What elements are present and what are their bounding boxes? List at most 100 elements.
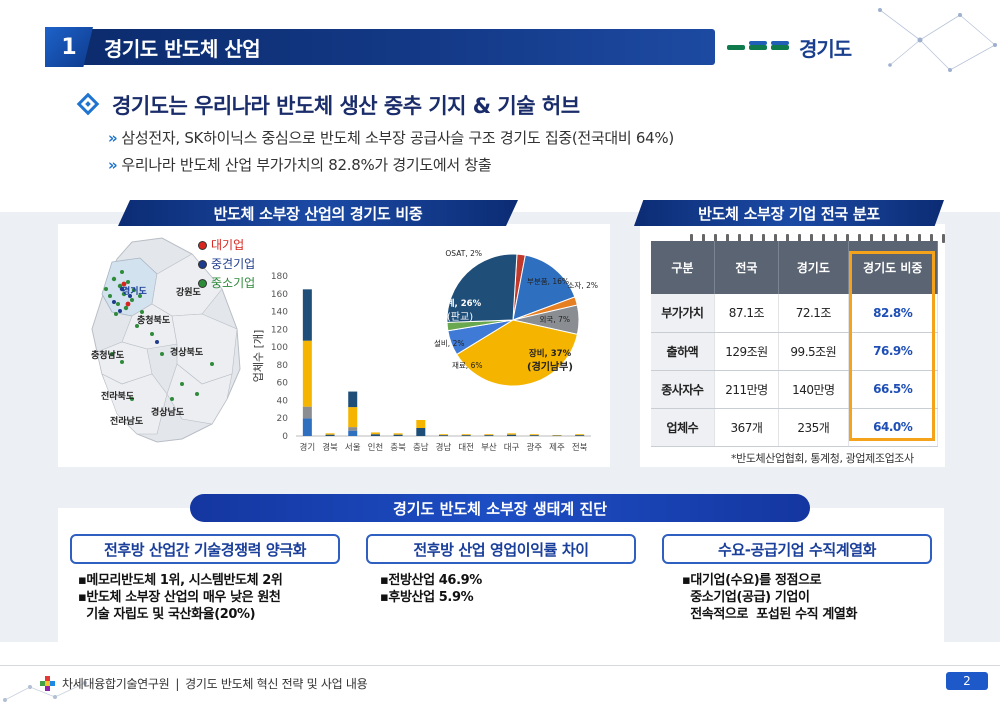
legend-label-small: 중소기업 <box>211 276 256 290</box>
pie-label: 재료, 6% <box>452 361 482 370</box>
card-1-line: 기술 자립도 및 국산화율(20%) <box>78 607 256 622</box>
x-tick-label: 충북 <box>390 443 406 453</box>
x-tick-label: 대전 <box>458 442 474 453</box>
gyeonggi-logo-icon <box>727 37 795 59</box>
col-header: 전국 <box>714 241 780 294</box>
bar <box>484 434 494 436</box>
bar-chart: 0 20 40 60 80 100 120 140 160 180 업체수 [개] 경기 경북 서울 인천 충… <box>252 272 591 453</box>
title-bar <box>45 29 715 65</box>
diagnosis-card-3: 수요-공급기업 수직계열화 ▪대기업(수요)를 정점으로 중소기업(공급) 기업… <box>652 520 942 648</box>
right-panel-title: 반도체 소부장 기업 전국 분포 <box>634 200 944 226</box>
x-tick-label: 인천 <box>368 442 384 453</box>
y-tick-label: 120 <box>271 325 288 335</box>
y-tick-label: 140 <box>271 308 288 318</box>
table-cell: 66.5% <box>848 370 938 409</box>
green-dot-icon <box>198 279 207 288</box>
network-decoration <box>878 8 997 72</box>
x-tick-label: 부산 <box>481 442 497 453</box>
card-2-body: ▪전방산업 46.9% ▪후방산업 5.9% <box>380 572 482 606</box>
card-2-line: ▪전방산업 46.9% <box>380 573 482 588</box>
card-3-line: 중소기업(공급) 기업이 <box>682 590 810 605</box>
pie-label: 소자, 2% <box>568 281 598 290</box>
pie-annotation-south: (경기남부) <box>527 360 573 373</box>
double-chevron-icon: » <box>108 129 118 147</box>
table-cell: 367개 <box>714 408 780 447</box>
table-row: 출하액 129조원 99.5조원 76.9% <box>651 332 938 371</box>
bar <box>302 289 312 436</box>
bar <box>416 420 426 436</box>
col-header: 경기도 비중 <box>848 241 938 294</box>
bullet-2: » 우리나라 반도체 산업 부가가치의 82.8%가 경기도에서 창출 <box>108 154 492 175</box>
blue-dot-icon <box>198 260 207 269</box>
bullet-1: » 삼성전자, SK하이닉스 중심으로 반도체 소부장 공급사슬 구조 경기도 집… <box>108 127 674 148</box>
y-tick-label: 160 <box>271 290 288 300</box>
pie-label: 부분품, 16% <box>527 277 569 286</box>
footer: 차세대융합기술연구원 | 경기도 반도체 혁신 전략 및 사업 내용 <box>40 675 368 692</box>
logo-text: 경기도 <box>799 37 852 61</box>
card-3-title: 수요-공급기업 수직계열화 <box>662 534 932 564</box>
card-3-line: 전속적으로 포섭된 수직 계열화 <box>682 607 858 622</box>
table-cell: 72.1조 <box>778 294 849 333</box>
bar <box>348 391 358 436</box>
y-tick-label: 40 <box>277 396 289 406</box>
y-tick-label: 100 <box>271 343 288 353</box>
map-label-gangwon: 강원도 <box>176 288 201 298</box>
table-cell: 부가가치 <box>651 294 715 333</box>
bar <box>325 433 335 436</box>
card-2-line: ▪후방산업 5.9% <box>380 590 474 605</box>
table-cell: 99.5조원 <box>778 332 849 371</box>
table-cell: 종사자수 <box>651 370 715 409</box>
korea-map <box>91 237 241 443</box>
headline: 경기도는 우리나라 반도체 생산 중추 기지 & 기술 허브 <box>112 94 580 118</box>
y-tick-label: 0 <box>282 432 288 442</box>
bar <box>575 434 585 436</box>
legend-item-large: 대기업 <box>198 236 255 255</box>
y-tick-label: 80 <box>277 361 289 371</box>
distribution-table: 구분 전국 경기도 경기도 비중 부가가치 87.1조 72.1조 82.8% 출하액 1… <box>651 241 938 447</box>
card-1-body: ▪메모리반도체 1위, 시스템반도체 2위 ▪반도체 소부장 산업의 매우 낮은… <box>78 572 283 623</box>
card-3-line: ▪대기업(수요)를 정점으로 <box>682 573 822 588</box>
table-cell: 87.1조 <box>714 294 780 333</box>
map-label-gyeongnam: 경상남도 <box>151 408 185 418</box>
table-cell: 업체수 <box>651 408 715 447</box>
table-row: 종사자수 211만명 140만명 66.5% <box>651 370 938 409</box>
page-number: 2 <box>946 672 988 690</box>
page-title: 경기도 반도체 산업 <box>104 37 261 61</box>
footer-divider <box>0 665 1000 666</box>
legend-item-mid: 중견기업 <box>198 255 255 274</box>
card-1-line: ▪반도체 소부장 산업의 매우 낮은 원천 <box>78 590 281 605</box>
diagnosis-panel <box>58 508 944 648</box>
pie-slice <box>446 253 518 323</box>
x-tick-label: 경북 <box>322 442 338 453</box>
pie-label: OSAT, 2% <box>445 249 482 258</box>
x-tick-label: 경기 <box>300 442 316 453</box>
bullet-1-text: 삼성전자, SK하이닉스 중심으로 반도체 소부장 공급사슬 구조 경기도 집중… <box>121 129 674 147</box>
table-cell: 129조원 <box>714 332 780 371</box>
pie-chart: OSAT, 2% 부분품, 16%소자, 2% 외국, 7% 장비, 37% 재료, 6… <box>434 249 598 387</box>
map-label-jeonnam: 전라남도 <box>110 417 144 427</box>
map-legend: 대기업 중견기업 중소기업 <box>198 236 255 293</box>
left-panel-title: 반도체 소부장 산업의 경기도 비중 <box>118 200 518 226</box>
y-axis-label: 업체수 [개] <box>252 330 265 383</box>
table-cell: 235개 <box>778 408 849 447</box>
legend-item-small: 중소기업 <box>198 274 255 293</box>
pie-slice <box>512 254 576 321</box>
table-cell: 211만명 <box>714 370 780 409</box>
bar <box>529 434 539 436</box>
red-dot-icon <box>198 241 207 250</box>
gyeonggi-logo: 경기도 <box>727 33 852 62</box>
source-note: *반도체산업협회, 통계청, 광업제조업조사 <box>731 452 914 465</box>
col-header: 경기도 <box>778 241 849 294</box>
y-tick-label: 180 <box>271 272 288 282</box>
diagnosis-card-1: 전후방 산업간 기술경쟁력 양극화 ▪메모리반도체 1위, 시스템반도체 2위 … <box>60 520 350 648</box>
map-label-chungbuk: 충청북도 <box>137 316 171 326</box>
pie-annotation-pangyo: (판교) <box>447 311 473 323</box>
bar <box>439 434 448 436</box>
network-decoration-bottom <box>3 681 87 702</box>
card-1-line: ▪메모리반도체 1위, 시스템반도체 2위 <box>78 573 283 588</box>
binder-rings <box>690 234 945 243</box>
table-cell: 출하액 <box>651 332 715 371</box>
section-number: 1 <box>45 27 93 67</box>
map-label-gyeonggi: 경기도 <box>122 287 147 297</box>
x-tick-label: 경남 <box>436 442 452 453</box>
